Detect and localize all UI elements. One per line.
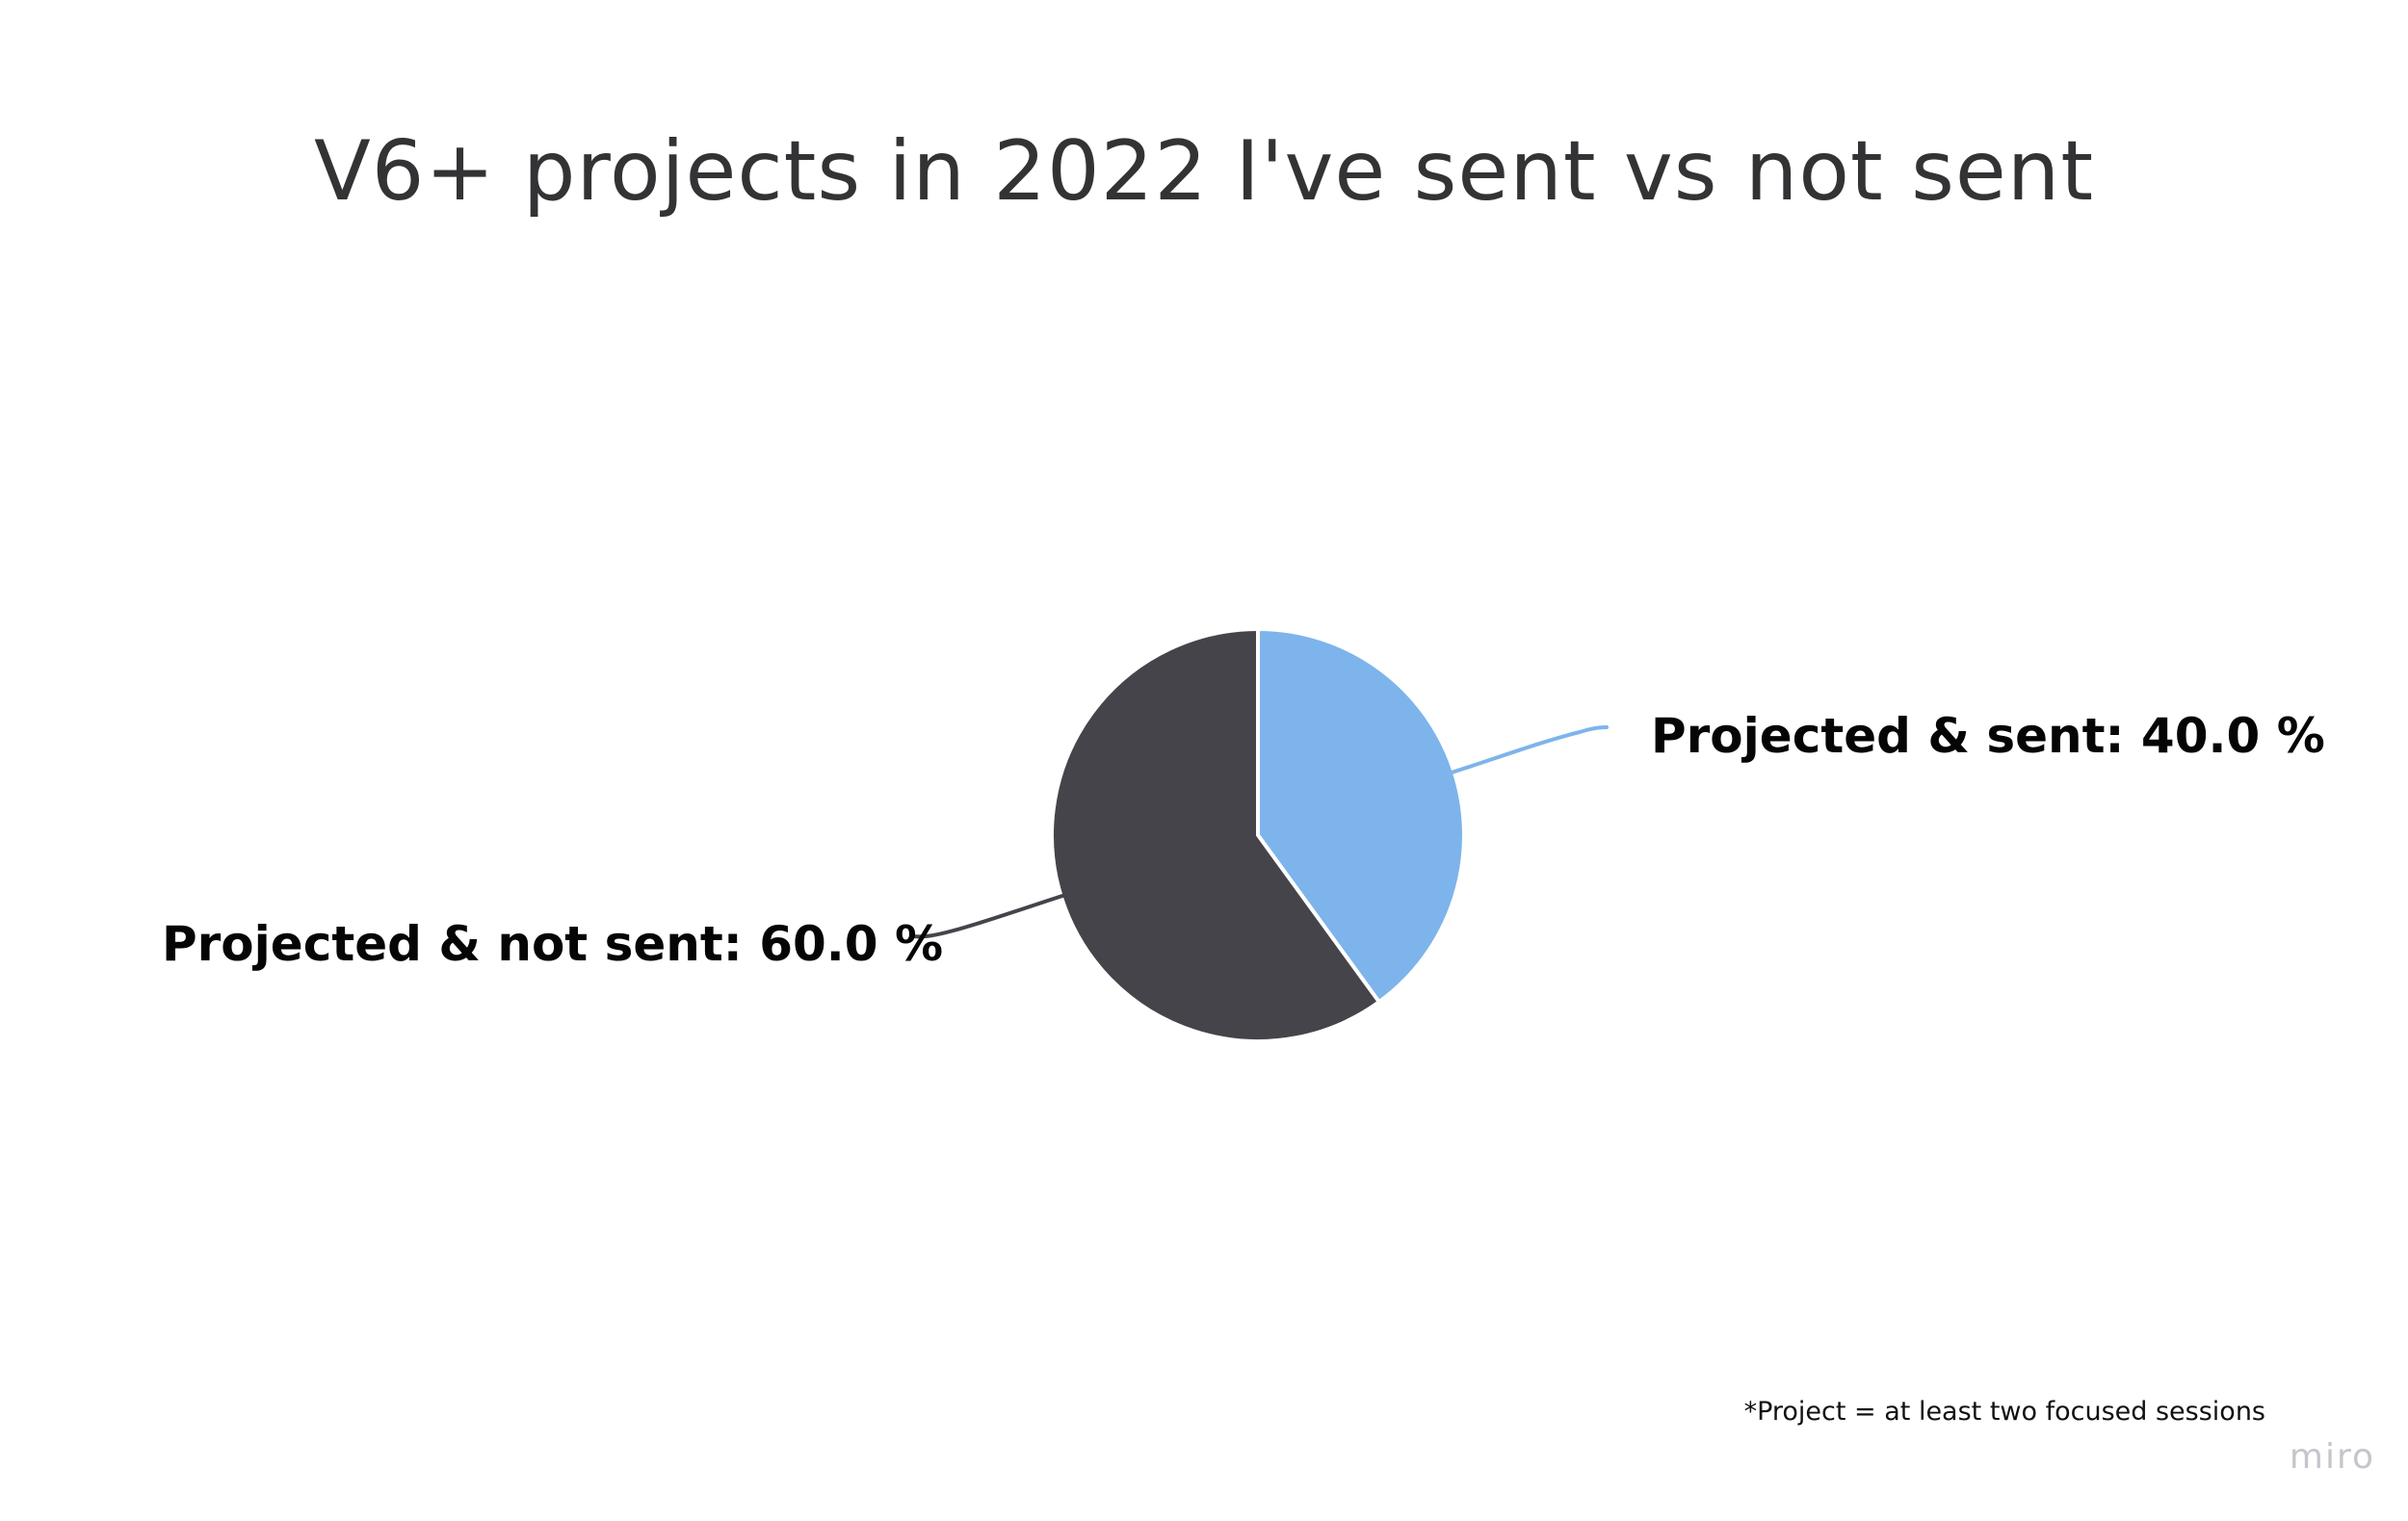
leader-line-0 (1450, 725, 1609, 774)
slice-label-not-sent: Projected & not sent: 60.0 % (162, 916, 944, 972)
slice-label-sent: Projected & sent: 40.0 % (1651, 708, 2325, 764)
miro-watermark: miro (2289, 1437, 2375, 1477)
leader-line-1 (911, 894, 1064, 939)
pie-slices (1050, 627, 1466, 1043)
pie-slice-1 (1050, 627, 1381, 1043)
chart-title: V6+ projects in 2022 I've sent vs not se… (313, 123, 2095, 220)
footnote: *Project = at least two focused sessions (1743, 1397, 2265, 1427)
leader-lines (911, 725, 1609, 939)
